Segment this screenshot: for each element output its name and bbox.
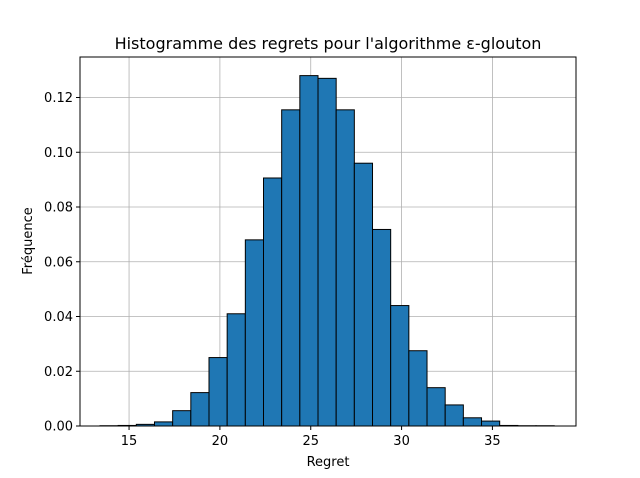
histogram-bar-10 [281, 109, 301, 427]
y-tick-label-4: 0.08 [44, 201, 73, 216]
histogram-bar-11 [299, 75, 319, 427]
y-tick-label-6: 0.12 [44, 91, 73, 106]
histogram-bar-6 [208, 357, 228, 427]
histogram-bar-13 [335, 109, 355, 427]
x-tick-label-3: 30 [393, 434, 410, 449]
x-tick-label-2: 25 [302, 434, 319, 449]
histogram-bar-5 [190, 392, 210, 427]
histogram-bar-7 [226, 313, 246, 427]
x-tick-label-1: 20 [212, 434, 229, 449]
histogram-bar-21 [481, 420, 501, 427]
histogram-bar-15 [372, 228, 392, 427]
histogram-bars [99, 75, 555, 427]
histogram-bar-18 [426, 387, 446, 427]
y-tick-label-0: 0.00 [44, 420, 73, 435]
histogram-bar-19 [444, 404, 464, 427]
histogram-bar-16 [390, 305, 410, 427]
y-tick-label-5: 0.10 [44, 146, 73, 161]
histogram-bar-12 [317, 77, 337, 427]
histogram-bar-3 [153, 421, 174, 427]
y-tick-label-3: 0.06 [44, 255, 73, 270]
x-tick-label-4: 35 [484, 434, 501, 449]
y-tick-label-2: 0.04 [44, 310, 73, 325]
plot-frame [79, 56, 577, 427]
chart-title: Histogramme des regrets pour l'algorithm… [115, 34, 542, 53]
histogram-bar-8 [244, 239, 265, 427]
y-tick-label-1: 0.02 [44, 365, 73, 380]
y-axis-label: Fréquence [21, 207, 36, 274]
x-axis-label: Regret [307, 455, 350, 470]
histogram-bar-14 [353, 162, 374, 427]
histogram-bar-17 [408, 350, 428, 427]
histogram-bar-20 [462, 417, 483, 427]
axis-ticks: 15 20 25 30 35 0.00 0.02 0.04 0.06 0.08 0.10 0.12 [44, 91, 501, 449]
histogram-bar-4 [172, 410, 192, 427]
x-tick-label-0: 15 [121, 434, 138, 449]
histogram-bar-9 [263, 177, 283, 427]
